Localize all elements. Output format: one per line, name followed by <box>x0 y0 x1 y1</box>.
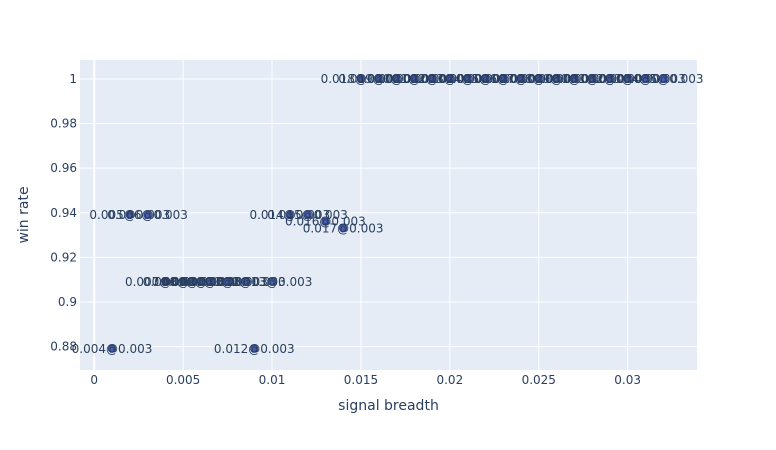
data-point <box>125 210 134 220</box>
data-point <box>410 74 419 84</box>
x-tick-label: 0.02 <box>436 373 463 387</box>
x-tick-label: 0 <box>90 373 98 387</box>
data-label: 0.025@0.003 <box>445 72 526 86</box>
data-point <box>241 277 250 287</box>
data-label: 0.012@0.003 <box>205 275 286 289</box>
x-tick-label: 0.025 <box>522 373 556 387</box>
y-tick-label: 0.92 <box>50 250 77 264</box>
data-point <box>587 74 597 84</box>
data-point <box>641 74 650 84</box>
data-label: 0.017@0.003 <box>303 221 384 235</box>
data-point <box>303 210 312 220</box>
data-point <box>374 74 383 84</box>
data-label: 0.014@0.003 <box>249 208 330 222</box>
data-label: 0.020@0.003 <box>356 72 437 86</box>
data-point <box>659 74 668 84</box>
data-label: 0.027@0.003 <box>481 72 562 86</box>
data-label: 0.010@0.003 <box>169 275 250 289</box>
y-tick-label: 0.94 <box>50 206 77 220</box>
data-point <box>605 74 614 84</box>
data-label: 0.028@0.003 <box>498 72 579 86</box>
x-tick-label: 0.005 <box>166 373 200 387</box>
data-label: 0.034@0.003 <box>605 72 686 86</box>
data-label: 0.005@0.003 <box>89 208 170 222</box>
x-tick-label: 0.015 <box>344 373 378 387</box>
data-label: 0.026@0.003 <box>463 72 544 86</box>
data-label: 0.013@0.003 <box>232 275 313 289</box>
data-label: 0.006@0.003 <box>107 208 188 222</box>
data-label: 0.031@0.003 <box>552 72 633 86</box>
data-label: 0.029@0.003 <box>516 72 597 86</box>
data-point <box>250 344 259 353</box>
data-label: 0.019@0.003 <box>338 72 419 86</box>
data-point <box>285 210 294 220</box>
data-label: 0.011@0.003 <box>187 275 268 289</box>
data-label: 0.008@0.003 <box>143 275 224 289</box>
data-point <box>623 74 632 84</box>
data-label: 0.021@0.003 <box>374 72 455 86</box>
data-point <box>427 74 437 84</box>
y-tick-label: 1 <box>69 72 77 86</box>
data-label: 0.022@0.003 <box>392 72 473 86</box>
data-label: 0.023@0.003 <box>409 72 490 86</box>
y-tick-label: 0.9 <box>58 295 77 309</box>
data-point <box>356 74 366 84</box>
data-point <box>481 74 490 84</box>
data-point <box>205 277 214 287</box>
data-point <box>534 74 543 84</box>
data-label: 0.030@0.003 <box>534 72 615 86</box>
data-point <box>267 277 277 287</box>
data-point <box>392 74 401 84</box>
gridlines <box>80 60 697 370</box>
data-label: 0.009@0.003 <box>161 275 242 289</box>
x-tick-label: 0.03 <box>614 373 641 387</box>
data-point <box>445 74 454 84</box>
data-point <box>223 277 232 287</box>
data-point <box>161 277 170 287</box>
data-label: 0.018@0.003 <box>321 72 402 86</box>
data-label: 0.009@0.003 <box>152 275 233 289</box>
data-label: 0.004@0.003 <box>72 342 153 356</box>
y-axis-title: win rate <box>16 186 32 243</box>
x-axis-ticks: 0 0.005 0.01 0.015 0.02 0.025 0.03 <box>90 373 641 387</box>
data-point <box>321 217 330 226</box>
data-point <box>179 277 188 287</box>
y-axis-ticks: 0.88 0.9 0.92 0.94 0.96 0.98 1 <box>50 72 77 354</box>
data-point <box>463 74 472 84</box>
data-point <box>187 277 197 287</box>
data-points: 0.004@0.003 0.012@0.0030.007@0.0030.008@0… <box>72 72 704 356</box>
y-tick-label: 0.96 <box>50 161 77 175</box>
data-point <box>499 74 508 84</box>
data-label: 0.032@0.003 <box>570 72 651 86</box>
x-axis-title: signal breadth <box>338 398 439 414</box>
data-point <box>339 224 348 233</box>
data-point <box>107 344 117 353</box>
data-point <box>570 74 579 84</box>
data-point <box>516 74 526 84</box>
data-label: 0.007@0.003 <box>125 275 206 289</box>
y-tick-label: 0.88 <box>50 340 77 354</box>
data-label: 0.033@0.003 <box>587 72 668 86</box>
data-label: 0.024@0.003 <box>427 72 508 86</box>
data-point <box>196 277 206 287</box>
x-tick-label: 0.01 <box>259 373 286 387</box>
data-label: 0.012@0.003 <box>214 342 295 356</box>
data-label: 0.035@0.003 <box>623 72 704 86</box>
y-tick-label: 0.98 <box>50 117 77 131</box>
data-point <box>143 210 152 220</box>
data-point <box>552 74 561 84</box>
